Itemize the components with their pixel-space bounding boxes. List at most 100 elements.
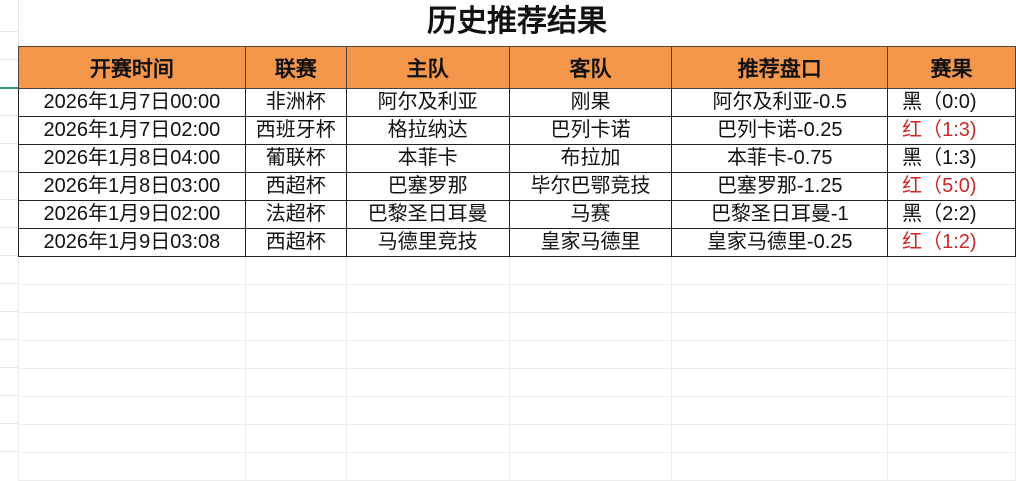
cell-away[interactable]: 布拉加 bbox=[508, 144, 673, 173]
empty-cell[interactable] bbox=[508, 452, 673, 481]
cell-time[interactable]: 2026年1月8日04:00 bbox=[18, 144, 246, 173]
cell-home[interactable]: 马德里竞技 bbox=[345, 228, 510, 257]
cell-pick[interactable]: 皇家马德里-0.25 bbox=[671, 228, 889, 257]
cell-result[interactable]: 红（1:3) bbox=[887, 116, 1016, 145]
cell-pick[interactable]: 阿尔及利亚-0.5 bbox=[671, 88, 889, 117]
cell-pick[interactable]: 本菲卡-0.75 bbox=[671, 144, 889, 173]
empty-cell[interactable] bbox=[887, 256, 1016, 285]
cell-result[interactable]: 黑（2:2) bbox=[887, 200, 1016, 229]
empty-cell[interactable] bbox=[345, 368, 510, 397]
empty-cell[interactable] bbox=[244, 368, 347, 397]
cell-time[interactable]: 2026年1月7日00:00 bbox=[18, 88, 246, 117]
empty-cell[interactable] bbox=[244, 284, 347, 313]
empty-cell[interactable] bbox=[18, 256, 246, 285]
empty-cell[interactable] bbox=[18, 424, 246, 453]
cell-league[interactable]: 法超杯 bbox=[244, 200, 347, 229]
empty-cell[interactable] bbox=[508, 424, 673, 453]
empty-cell[interactable] bbox=[18, 340, 246, 369]
cell-home[interactable]: 本菲卡 bbox=[345, 144, 510, 173]
empty-cell[interactable] bbox=[244, 424, 347, 453]
empty-cell[interactable] bbox=[671, 424, 889, 453]
empty-cell[interactable] bbox=[508, 396, 673, 425]
empty-cell[interactable] bbox=[671, 256, 889, 285]
empty-cell[interactable] bbox=[345, 424, 510, 453]
cell-away[interactable]: 刚果 bbox=[508, 88, 673, 117]
header-home[interactable]: 主队 bbox=[345, 46, 510, 89]
cell-time[interactable]: 2026年1月9日03:08 bbox=[18, 228, 246, 257]
empty-cell[interactable] bbox=[18, 284, 246, 313]
empty-cell[interactable] bbox=[18, 312, 246, 341]
empty-cell[interactable] bbox=[671, 396, 889, 425]
empty-cell[interactable] bbox=[508, 312, 673, 341]
empty-cell[interactable] bbox=[671, 312, 889, 341]
empty-cell[interactable] bbox=[887, 284, 1016, 313]
cell-league[interactable]: 西超杯 bbox=[244, 172, 347, 201]
cell-away[interactable]: 巴列卡诺 bbox=[508, 116, 673, 145]
empty-cell[interactable] bbox=[887, 368, 1016, 397]
cell-time[interactable]: 2026年1月9日02:00 bbox=[18, 200, 246, 229]
cell-result[interactable]: 红（1:2) bbox=[887, 228, 1016, 257]
empty-cell[interactable] bbox=[887, 452, 1016, 481]
empty-cell[interactable] bbox=[244, 312, 347, 341]
cell-home[interactable]: 巴塞罗那 bbox=[345, 172, 510, 201]
empty-row bbox=[18, 396, 1016, 425]
cell-league[interactable]: 西超杯 bbox=[244, 228, 347, 257]
cell-league[interactable]: 葡联杯 bbox=[244, 144, 347, 173]
empty-cell[interactable] bbox=[887, 340, 1016, 369]
cell-result[interactable]: 黑（1:3) bbox=[887, 144, 1016, 173]
empty-cell[interactable] bbox=[345, 396, 510, 425]
empty-cell[interactable] bbox=[508, 284, 673, 313]
cell-league[interactable]: 非洲杯 bbox=[244, 88, 347, 117]
empty-row bbox=[18, 340, 1016, 369]
empty-cell[interactable] bbox=[18, 452, 246, 481]
header-pick[interactable]: 推荐盘口 bbox=[671, 46, 889, 89]
empty-cell[interactable] bbox=[345, 256, 510, 285]
empty-cell[interactable] bbox=[671, 452, 889, 481]
table-row: 2026年1月8日03:00 西超杯 巴塞罗那 毕尔巴鄂竞技 巴塞罗那-1.25 红（5:… bbox=[18, 172, 1016, 201]
empty-cell[interactable] bbox=[244, 340, 347, 369]
empty-row bbox=[18, 424, 1016, 453]
header-league[interactable]: 联赛 bbox=[244, 46, 347, 89]
cell-away[interactable]: 皇家马德里 bbox=[508, 228, 673, 257]
empty-cell[interactable] bbox=[244, 452, 347, 481]
empty-cell[interactable] bbox=[345, 452, 510, 481]
empty-cell[interactable] bbox=[508, 368, 673, 397]
cell-result[interactable]: 红（5:0) bbox=[887, 172, 1016, 201]
sheet-title[interactable]: 历史推荐结果 bbox=[427, 5, 607, 38]
cell-pick[interactable]: 巴列卡诺-0.25 bbox=[671, 116, 889, 145]
cell-home[interactable]: 阿尔及利亚 bbox=[345, 88, 510, 117]
cell-time[interactable]: 2026年1月8日03:00 bbox=[18, 172, 246, 201]
empty-row bbox=[18, 284, 1016, 313]
header-time[interactable]: 开赛时间 bbox=[18, 46, 246, 89]
cell-away[interactable]: 毕尔巴鄂竞技 bbox=[508, 172, 673, 201]
empty-cell[interactable] bbox=[887, 424, 1016, 453]
empty-cell[interactable] bbox=[244, 396, 347, 425]
cell-home[interactable]: 巴黎圣日耳曼 bbox=[345, 200, 510, 229]
row-header-gutter[interactable] bbox=[0, 0, 19, 462]
empty-cell[interactable] bbox=[508, 256, 673, 285]
cell-pick[interactable]: 巴黎圣日耳曼-1 bbox=[671, 200, 889, 229]
empty-cell[interactable] bbox=[345, 312, 510, 341]
empty-cell[interactable] bbox=[18, 368, 246, 397]
empty-cell[interactable] bbox=[508, 340, 673, 369]
cell-pick[interactable]: 巴塞罗那-1.25 bbox=[671, 172, 889, 201]
header-away[interactable]: 客队 bbox=[508, 46, 673, 89]
empty-cell[interactable] bbox=[18, 396, 246, 425]
empty-cell[interactable] bbox=[345, 284, 510, 313]
cell-result[interactable]: 黑（0:0) bbox=[887, 88, 1016, 117]
empty-cell[interactable] bbox=[887, 396, 1016, 425]
table-row: 2026年1月7日02:00 西班牙杯 格拉纳达 巴列卡诺 巴列卡诺-0.25 红（1:3… bbox=[18, 116, 1016, 145]
header-result[interactable]: 赛果 bbox=[887, 46, 1016, 89]
empty-cell[interactable] bbox=[244, 256, 347, 285]
table-row: 2026年1月9日03:08 西超杯 马德里竞技 皇家马德里 皇家马德里-0.25 红（1… bbox=[18, 228, 1016, 257]
empty-cell[interactable] bbox=[671, 284, 889, 313]
empty-cell[interactable] bbox=[345, 340, 510, 369]
cell-league[interactable]: 西班牙杯 bbox=[244, 116, 347, 145]
empty-cell[interactable] bbox=[671, 368, 889, 397]
results-table: 开赛时间 联赛 主队 客队 推荐盘口 赛果 2026年1月7日00:00 非洲杯阿… bbox=[18, 46, 1016, 481]
cell-away[interactable]: 马赛 bbox=[508, 200, 673, 229]
empty-cell[interactable] bbox=[887, 312, 1016, 341]
empty-cell[interactable] bbox=[671, 340, 889, 369]
cell-time[interactable]: 2026年1月7日02:00 bbox=[18, 116, 246, 145]
cell-home[interactable]: 格拉纳达 bbox=[345, 116, 510, 145]
